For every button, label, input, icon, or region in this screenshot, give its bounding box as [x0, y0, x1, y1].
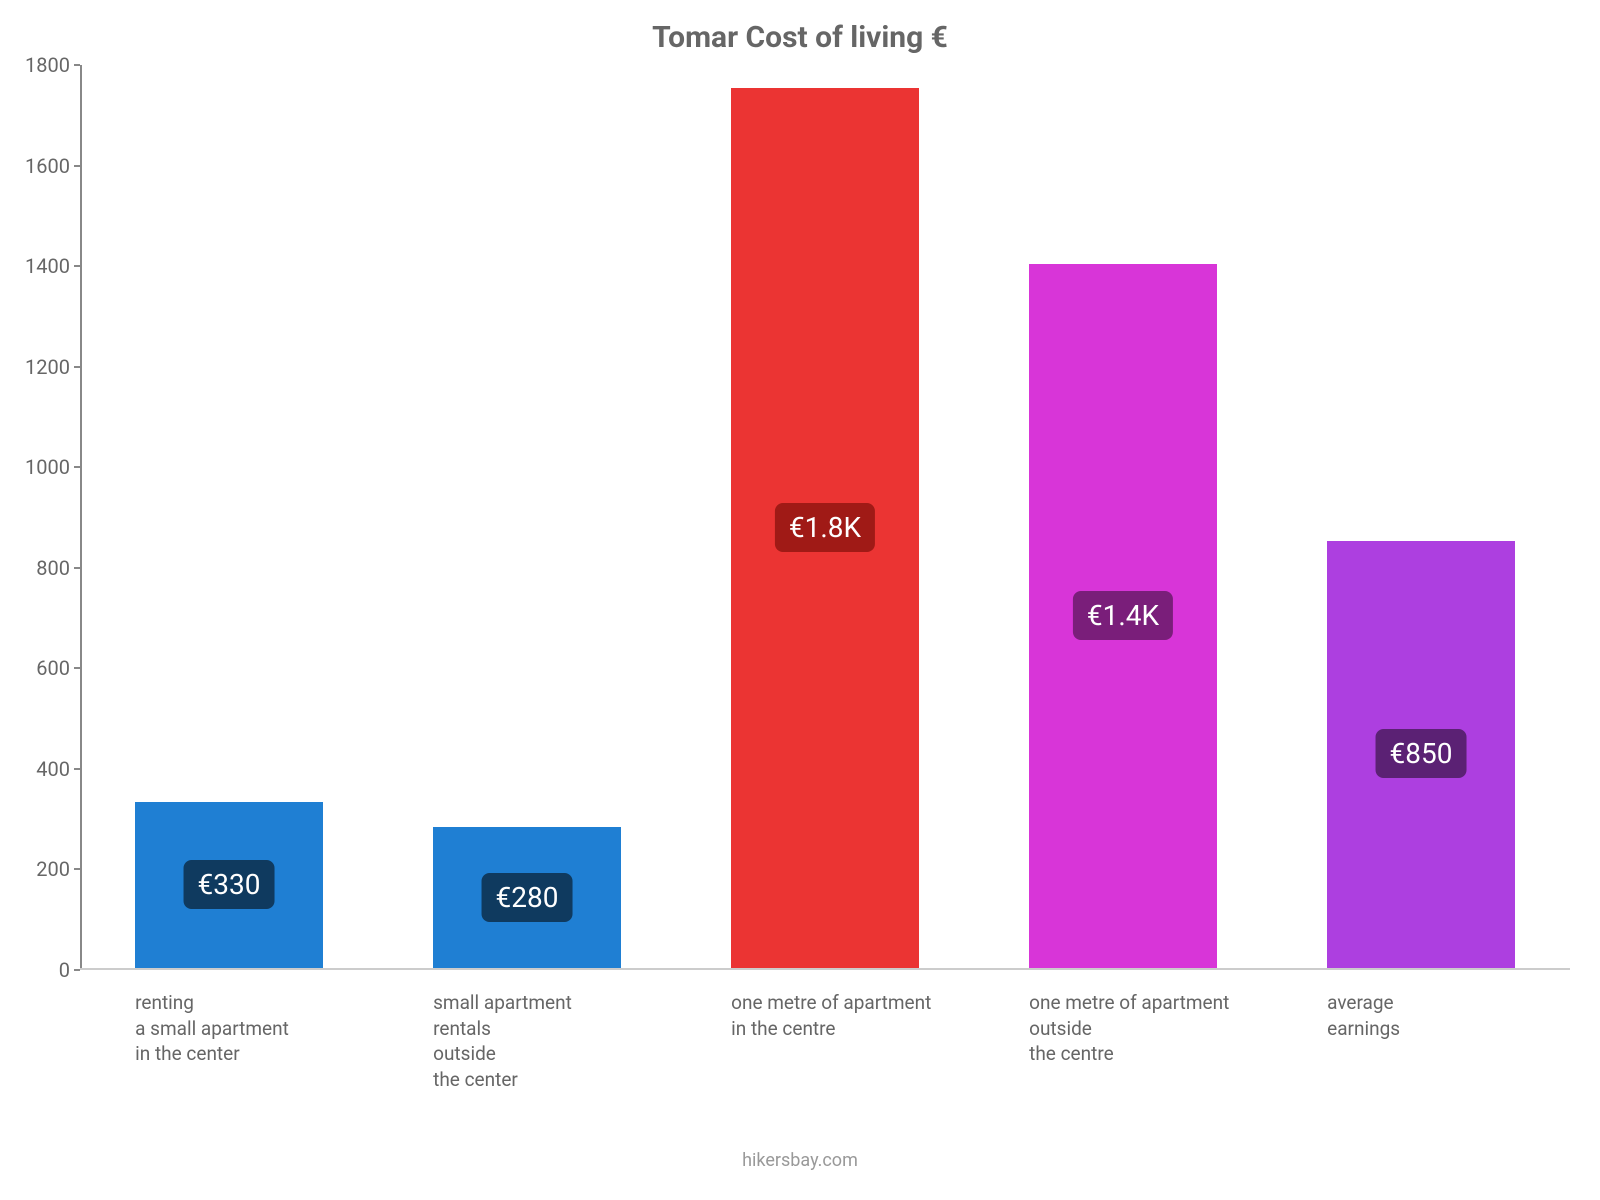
y-tick-label: 1800: [10, 53, 70, 77]
bar-value-label: €330: [184, 860, 275, 909]
y-tick-label: 400: [10, 757, 70, 781]
bar-value-label: €280: [482, 873, 573, 922]
bar-value-label: €1.8K: [775, 503, 875, 552]
y-tick-label: 1400: [10, 254, 70, 278]
y-tick-label: 200: [10, 857, 70, 881]
y-tick-label: 600: [10, 656, 70, 680]
y-tick-label: 1200: [10, 355, 70, 379]
bar-value-label: €850: [1376, 729, 1467, 778]
y-tick-label: 0: [10, 958, 70, 982]
y-tick-label: 1600: [10, 154, 70, 178]
x-category-label: small apartment rentals outside the cent…: [433, 990, 731, 1093]
plot-area: €330 €280 €1.8K €1.4K €850: [80, 65, 1570, 970]
x-category-label: renting a small apartment in the center: [135, 990, 433, 1067]
x-category-label: one metre of apartment outside the centr…: [1029, 990, 1327, 1067]
x-category-label: one metre of apartment in the centre: [731, 990, 1029, 1041]
chart-title: Tomar Cost of living €: [0, 20, 1600, 55]
y-tick-label: 800: [10, 556, 70, 580]
x-category-label: average earnings: [1327, 990, 1600, 1041]
chart-footer: hikersbay.com: [0, 1150, 1600, 1171]
cost-of-living-chart: Tomar Cost of living € 0 200 400 600 800 1000…: [0, 0, 1600, 1200]
y-tick-label: 1000: [10, 455, 70, 479]
bar-value-label: €1.4K: [1073, 591, 1173, 640]
